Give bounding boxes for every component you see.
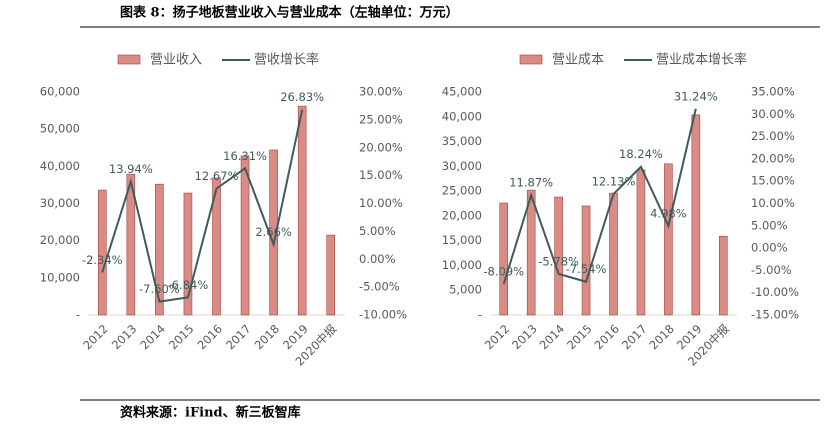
bar (155, 183, 164, 316)
y-tick-label: 40,000 (442, 109, 482, 123)
page-title: 图表 8：扬子地板营业收入与营业成本（左轴单位：万元） (120, 5, 459, 21)
legend-label: 营业成本 (552, 53, 604, 68)
bar (326, 234, 336, 316)
data-label: 11.87% (509, 176, 553, 190)
y2-tick-label: 25.00% (359, 112, 403, 126)
y-tick-label: 35,000 (442, 134, 482, 148)
x-tick-label: 2016 (591, 322, 622, 353)
y-tick-label: 45,000 (442, 85, 482, 99)
legend-label: 营业收入 (150, 53, 202, 68)
data-label: 4.98% (650, 206, 687, 220)
y-tick-label: 20,000 (40, 233, 80, 247)
bar (212, 177, 221, 316)
y2-tick-label: 0.00% (751, 241, 788, 255)
y-tick-label: - (478, 308, 482, 322)
y-tick-label: - (76, 308, 80, 322)
bar (636, 169, 646, 316)
data-label: -8.09% (483, 265, 524, 279)
y2-tick-label: 20.00% (359, 140, 403, 154)
y2-tick-label: 10.00% (751, 196, 795, 210)
data-label: 31.24% (674, 89, 718, 103)
y2-tick-label: -10.00% (359, 308, 407, 322)
x-tick-label: 2014 (137, 322, 168, 353)
x-tick-label: 2016 (194, 322, 225, 353)
x-tick-label: 2012 (80, 322, 111, 353)
data-label: 12.67% (195, 169, 239, 183)
source: 资料来源：iFind、新三板智库 (120, 405, 301, 421)
y-tick-label: 15,000 (442, 233, 482, 247)
y-tick-label: 10,000 (442, 258, 482, 272)
line (101, 109, 304, 303)
legend-swatch (519, 54, 543, 65)
bar (97, 189, 107, 316)
data-label: 26.83% (280, 90, 324, 104)
data-label: 18.24% (619, 147, 663, 161)
y2-tick-label: 35.00% (751, 85, 795, 99)
y-tick-label: 50,000 (40, 122, 80, 136)
bar (554, 196, 563, 316)
y-tick-label: 30,000 (442, 159, 482, 173)
bar (718, 235, 728, 316)
data-label: 13.94% (109, 162, 153, 176)
y-tick-label: 60,000 (40, 85, 80, 99)
x-tick-label: 2017 (223, 322, 254, 353)
y2-tick-label: 15.00% (751, 174, 795, 188)
y2-tick-label: 5.00% (751, 218, 788, 232)
y-tick-label: 40,000 (40, 159, 80, 173)
y2-tick-label: -5.00% (359, 280, 400, 294)
y2-tick-label: 30.00% (751, 107, 795, 121)
y2-tick-label: -10.00% (751, 285, 799, 299)
bar (691, 114, 701, 316)
bar (499, 202, 509, 316)
data-label: -7.60% (139, 282, 180, 296)
bar (240, 155, 250, 316)
y-tick-label: 10,000 (40, 270, 80, 284)
legend-swatch (117, 54, 141, 65)
x-tick-label: 2014 (537, 322, 568, 353)
y2-tick-label: -5.00% (751, 263, 792, 277)
y2-tick-label: 15.00% (359, 168, 403, 182)
x-tick-label: 2015 (166, 322, 197, 353)
y2-tick-label: 30.00% (359, 85, 403, 99)
y2-tick-label: -15.00% (751, 308, 799, 322)
legend-label: 营收增长率 (254, 52, 319, 68)
y-tick-label: 20,000 (442, 208, 482, 222)
data-label: 12.13% (592, 175, 636, 189)
x-tick-label: 2013 (509, 322, 540, 353)
data-label: -7.54% (566, 262, 607, 276)
y2-tick-label: 10.00% (359, 196, 403, 210)
y2-tick-label: 0.00% (359, 252, 396, 266)
bar (609, 192, 618, 316)
y2-tick-label: 25.00% (751, 129, 795, 143)
y2-tick-label: 20.00% (751, 151, 795, 165)
x-tick-label: 2012 (482, 322, 513, 353)
data-label: -2.34% (82, 253, 123, 267)
bar (297, 105, 307, 316)
x-tick-label: 2018 (646, 322, 677, 353)
data-label: 16.31% (223, 149, 267, 163)
x-tick-label: 2018 (252, 322, 283, 353)
data-label: 2.66% (255, 225, 292, 239)
bar (664, 163, 673, 316)
data-label: -6.84% (168, 278, 209, 292)
x-tick-label: 2013 (109, 322, 140, 353)
bar (126, 173, 136, 316)
bar (183, 192, 193, 316)
legend-label: 营业成本增长率 (656, 52, 747, 68)
bar (526, 189, 536, 316)
y-tick-label: 30,000 (40, 196, 80, 210)
x-tick-label: 2017 (619, 322, 650, 353)
data-label: -5.78% (538, 254, 579, 268)
y2-tick-label: 5.00% (359, 224, 396, 238)
y-tick-label: 25,000 (442, 184, 482, 198)
bar (581, 205, 591, 316)
y-tick-label: 5,000 (449, 283, 482, 297)
line (502, 108, 697, 285)
x-tick-label: 2015 (564, 322, 595, 353)
